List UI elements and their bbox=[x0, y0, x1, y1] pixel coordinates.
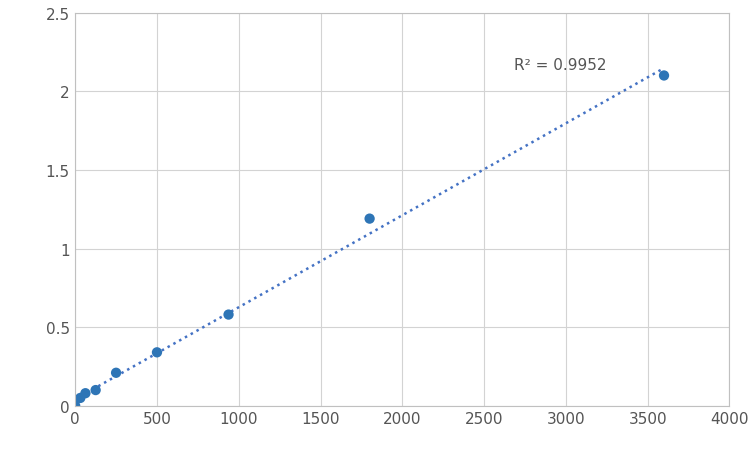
Point bbox=[223, 311, 235, 318]
Point bbox=[151, 349, 163, 356]
Point bbox=[74, 395, 86, 402]
Point bbox=[69, 402, 81, 410]
Point bbox=[658, 73, 670, 80]
Point bbox=[89, 387, 102, 394]
Point bbox=[80, 390, 92, 397]
Point bbox=[363, 216, 375, 223]
Point bbox=[110, 369, 122, 377]
Text: R² = 0.9952: R² = 0.9952 bbox=[514, 58, 606, 73]
